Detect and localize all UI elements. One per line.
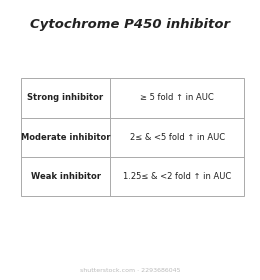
- Text: Cytochrome P450 inhibitor: Cytochrome P450 inhibitor: [30, 18, 230, 31]
- Text: ≥ 5 fold ↑ in AUC: ≥ 5 fold ↑ in AUC: [140, 94, 214, 102]
- Text: Moderate inhibitor: Moderate inhibitor: [21, 133, 110, 142]
- Text: Strong inhibitor: Strong inhibitor: [28, 94, 103, 102]
- Text: shutterstock.com · 2293686045: shutterstock.com · 2293686045: [80, 268, 180, 273]
- Text: 2≤ & <5 fold ↑ in AUC: 2≤ & <5 fold ↑ in AUC: [130, 133, 225, 142]
- Text: Weak inhibitor: Weak inhibitor: [30, 172, 101, 181]
- Bar: [21, 78, 244, 196]
- Text: 1.25≤ & <2 fold ↑ in AUC: 1.25≤ & <2 fold ↑ in AUC: [123, 172, 231, 181]
